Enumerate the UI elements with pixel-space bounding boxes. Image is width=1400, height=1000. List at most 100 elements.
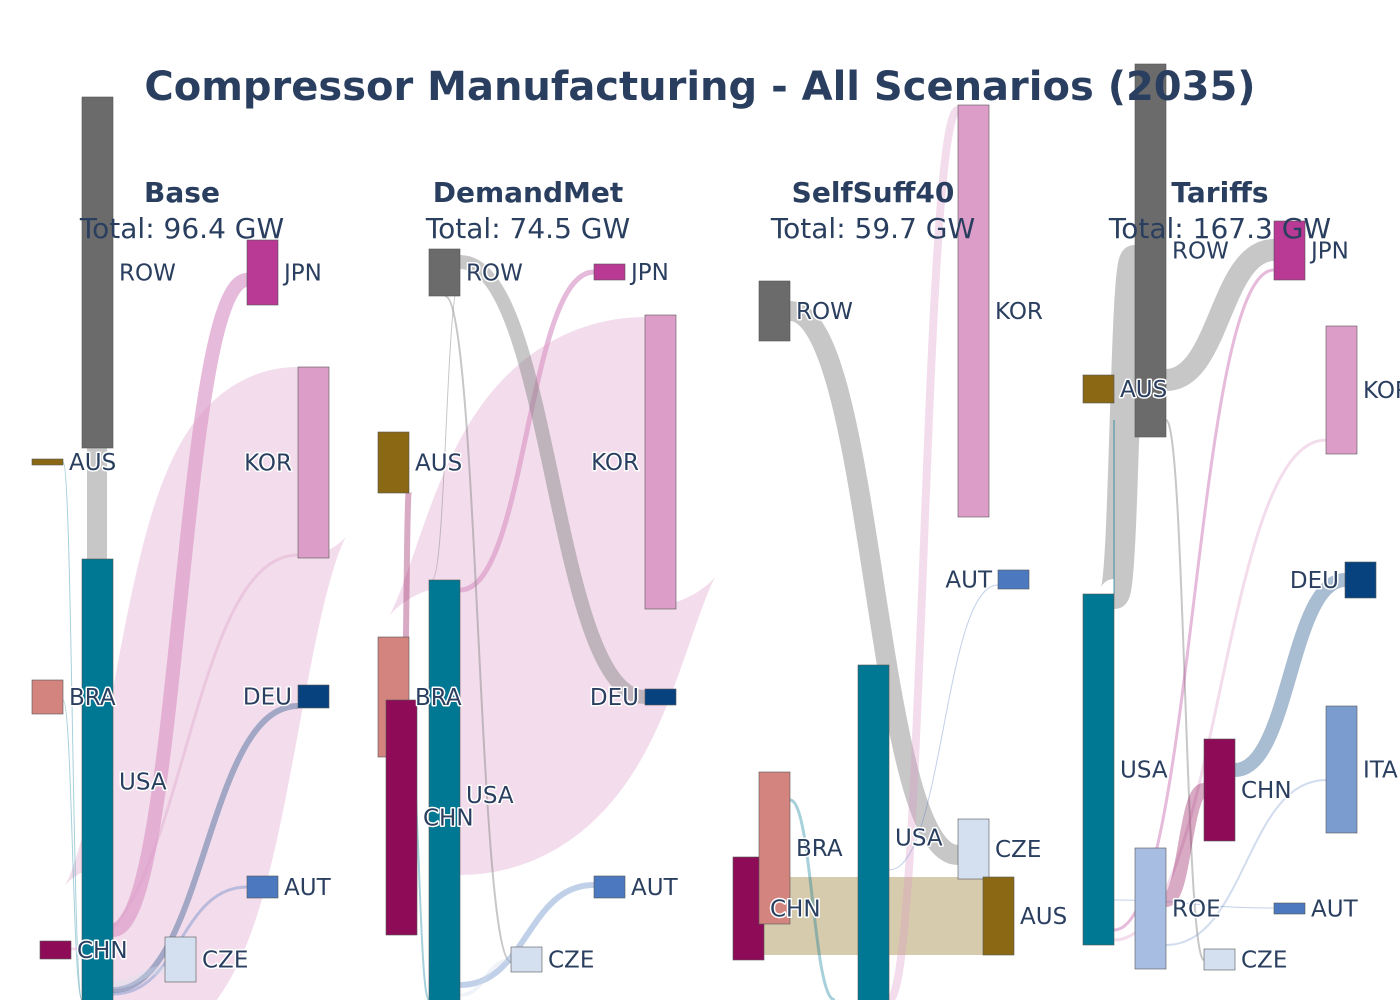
node-base-aut xyxy=(246,875,279,899)
node-label-selfsuff40-cze: CZE xyxy=(995,837,1041,863)
node-label-tariffs-ita: ITA xyxy=(1363,758,1398,784)
node-label-selfsuff40-aut: AUT xyxy=(945,568,993,594)
node-label-selfsuff40-row: ROW xyxy=(796,299,853,325)
node-label-tariffs-aut: AUT xyxy=(1311,897,1359,923)
node-base-jpn xyxy=(246,239,279,306)
node-tariffs-ita xyxy=(1325,705,1358,834)
node-label-base-kor: KOR xyxy=(244,451,292,477)
flow-link-base-usa-jpn xyxy=(110,273,250,937)
node-label-tariffs-roe: ROE xyxy=(1172,897,1221,923)
node-labels: ROWAUSBRAUSACHNJPNKORDEUAUTCZEROWAUSBRAC… xyxy=(68,237,1400,975)
node-label-selfsuff40-chn: CHN xyxy=(770,897,821,923)
node-label-demandmet-jpn: JPN xyxy=(629,260,669,286)
node-selfsuff40-row xyxy=(758,280,791,342)
node-selfsuff40-aus xyxy=(982,876,1015,956)
node-base-cze xyxy=(164,936,197,983)
node-label-selfsuff40-usa: USA xyxy=(895,826,943,852)
flow-link-tariffs-roe-chn xyxy=(1163,783,1207,907)
flow-link-demandmet-row-deu xyxy=(458,255,647,704)
node-label-selfsuff40-kor: KOR xyxy=(995,299,1043,325)
flow-link-selfsuff40-row-cze xyxy=(787,301,961,865)
node-label-tariffs-aus: AUS xyxy=(1120,377,1167,403)
node-demandmet-aut xyxy=(593,875,626,899)
node-label-tariffs-usa: USA xyxy=(1120,758,1168,784)
flow-link-base-aus-usa xyxy=(62,461,83,1000)
flow-link-demandmet-usa-aut xyxy=(459,882,595,988)
node-label-demandmet-usa: USA xyxy=(466,783,514,809)
node-label-base-bra: BRA xyxy=(69,685,116,711)
node-base-chn xyxy=(39,940,72,960)
node-tariffs-kor xyxy=(1325,325,1358,455)
node-tariffs-jpn xyxy=(1273,220,1306,281)
flow-link-tariffs-roe-ita xyxy=(1165,779,1327,946)
flow-link-base-usa-deu xyxy=(112,703,299,993)
node-label-selfsuff40-bra: BRA xyxy=(796,836,843,862)
node-label-base-aut: AUT xyxy=(284,875,332,901)
flow-link-base-usa-kor xyxy=(60,367,351,1000)
flow-link-base-bra-usa xyxy=(62,699,83,1000)
node-base-kor xyxy=(297,366,330,559)
flow-link-demandmet-usa-kor xyxy=(384,317,721,875)
node-tariffs-deu xyxy=(1344,561,1377,599)
flow-links xyxy=(60,106,1347,1000)
node-tariffs-row xyxy=(1134,63,1167,438)
node-demandmet-usa xyxy=(428,579,461,1000)
node-label-tariffs-row: ROW xyxy=(1172,239,1229,265)
node-demandmet-chn xyxy=(385,699,418,936)
node-selfsuff40-usa xyxy=(857,664,890,1000)
node-base-aus xyxy=(31,458,64,466)
node-label-demandmet-deu: DEU xyxy=(590,685,639,711)
node-demandmet-deu xyxy=(644,688,677,706)
node-selfsuff40-kor xyxy=(957,104,990,518)
node-label-selfsuff40-aus: AUS xyxy=(1020,904,1067,930)
node-label-tariffs-chn: CHN xyxy=(1241,778,1292,804)
node-label-tariffs-kor: KOR xyxy=(1363,378,1400,404)
node-label-base-aus: AUS xyxy=(69,450,116,476)
flow-link-tariffs-row-cze xyxy=(1165,419,1205,961)
panel-total-base: Total: 96.4 GW xyxy=(79,212,284,245)
node-label-base-row: ROW xyxy=(119,261,176,287)
panel-total-tariffs: Total: 167.3 GW xyxy=(1108,212,1331,245)
flow-link-tariffs-row-usa xyxy=(1099,245,1150,609)
node-label-tariffs-jpn: JPN xyxy=(1309,239,1349,265)
panel-total-selfsuff40: Total: 59.7 GW xyxy=(770,212,975,245)
flow-link-base-usa-cze xyxy=(112,966,166,989)
country-nodes xyxy=(31,63,1377,1000)
node-base-deu xyxy=(297,684,330,709)
node-selfsuff40-bra xyxy=(758,771,791,925)
panel-name-tariffs: Tariffs xyxy=(1171,176,1268,209)
node-tariffs-aus xyxy=(1082,374,1115,404)
node-label-demandmet-chn: CHN xyxy=(423,806,474,832)
node-label-demandmet-cze: CZE xyxy=(548,948,594,974)
flow-link-demandmet-row-cze xyxy=(444,295,512,963)
node-demandmet-cze xyxy=(510,946,543,973)
flow-link-selfsuff40-usa-kor xyxy=(885,106,962,1000)
flow-link-tariffs-chn-deu xyxy=(1233,573,1347,777)
node-label-demandmet-kor: KOR xyxy=(591,450,639,476)
node-selfsuff40-aut xyxy=(997,569,1030,590)
node-label-base-deu: DEU xyxy=(243,685,292,711)
node-tariffs-cze xyxy=(1203,948,1236,971)
node-tariffs-roe xyxy=(1134,847,1167,970)
node-label-base-chn: CHN xyxy=(77,938,128,964)
node-label-tariffs-cze: CZE xyxy=(1241,948,1287,974)
node-label-tariffs-deu: DEU xyxy=(1290,568,1339,594)
node-label-demandmet-row: ROW xyxy=(466,261,523,287)
node-label-base-jpn: JPN xyxy=(282,261,322,287)
chart-title: Compressor Manufacturing - All Scenarios… xyxy=(144,64,1255,110)
node-selfsuff40-cze xyxy=(957,818,990,880)
node-tariffs-usa xyxy=(1082,593,1115,946)
node-demandmet-jpn xyxy=(593,263,626,281)
node-label-demandmet-aus: AUS xyxy=(415,451,462,477)
panel-name-base: Base xyxy=(144,176,220,209)
node-tariffs-chn xyxy=(1203,738,1236,842)
node-demandmet-row xyxy=(428,248,461,297)
panel-total-demandmet: Total: 74.5 GW xyxy=(425,212,630,245)
flow-link-demandmet-usa-cze xyxy=(459,958,512,997)
node-label-demandmet-aut: AUT xyxy=(631,875,679,901)
node-demandmet-aus xyxy=(377,431,410,494)
node-base-bra xyxy=(31,679,64,715)
node-base-usa xyxy=(81,558,114,1000)
node-label-base-cze: CZE xyxy=(202,948,248,974)
